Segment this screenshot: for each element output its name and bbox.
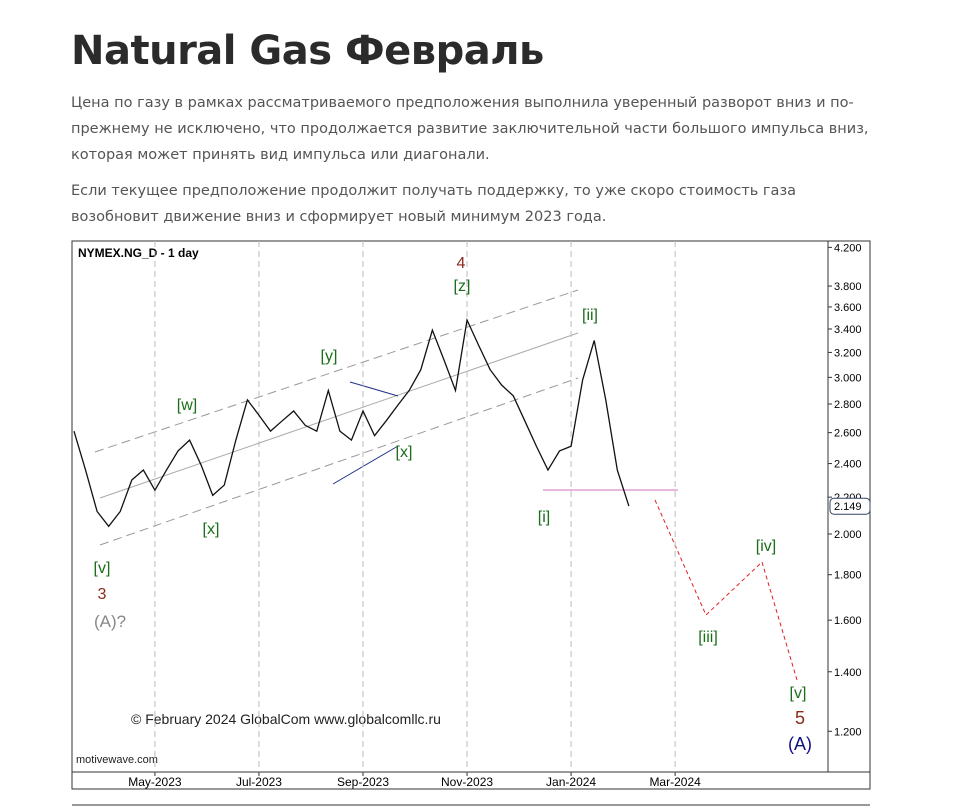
x-tick-label: Sep-2023	[337, 775, 389, 789]
wave-label: [i]	[538, 509, 550, 526]
x-tick-label: Mar-2024	[649, 775, 701, 789]
wave-label: (A)	[788, 734, 812, 754]
y-tick-label: 3.600	[834, 302, 862, 314]
wave-label: [v]	[790, 685, 807, 702]
chart-title: NYMEX.NG_D - 1 day	[78, 246, 199, 260]
wave-label: [y]	[321, 348, 338, 365]
copyright: © February 2024 GlobalCom www.globalcoml…	[131, 711, 441, 727]
wave-label: [z]	[454, 278, 471, 295]
x-tick-label: Jan-2024	[546, 775, 596, 789]
wave-label: [w]	[177, 397, 197, 414]
wave-label: [ii]	[582, 307, 598, 324]
y-tick-label: 4.200	[834, 242, 862, 254]
last-price-label: 2.149	[834, 501, 862, 513]
y-tick-label: 1.200	[834, 726, 862, 738]
y-tick-label: 2.800	[834, 399, 862, 411]
wave-label: [v]	[94, 560, 111, 577]
y-tick-label: 2.400	[834, 459, 862, 471]
x-tick-label: Nov-2023	[441, 775, 493, 789]
y-tick-label: 2.600	[834, 428, 862, 440]
channel	[94, 289, 798, 681]
y-tick-label: 3.000	[834, 372, 862, 384]
wave-label: [x]	[396, 444, 413, 461]
y-tick-label: 3.400	[834, 324, 862, 336]
y-tick-label: 3.800	[834, 281, 862, 293]
wave-label: 3	[98, 586, 107, 603]
wave-label: [iv]	[756, 538, 776, 555]
y-tick-label: 1.800	[834, 570, 862, 582]
source: motivewave.com	[76, 754, 158, 766]
y-tick-label: 2.000	[834, 529, 862, 541]
wave-label: 5	[795, 708, 805, 728]
wave-label: 4	[457, 255, 466, 272]
wave-label: [iii]	[698, 629, 718, 646]
last-price-box	[829, 497, 871, 515]
paragraph: Цена по газу в рамках рассматриваемого п…	[71, 95, 869, 163]
x-tick-label: Jul-2023	[236, 775, 282, 789]
y-tick-label: 3.200	[834, 347, 862, 359]
price-line	[73, 317, 630, 528]
x-tick-label: May-2023	[128, 775, 182, 789]
y-tick-label: 1.400	[834, 667, 862, 679]
paragraph: Если текущее предположение продолжит пол…	[71, 183, 797, 225]
chart-frame	[71, 240, 871, 790]
title: Natural Gas Февраль	[71, 28, 544, 74]
wave-label: [x]	[203, 521, 220, 538]
wave-label: (A)?	[94, 612, 126, 631]
y-tick-label: 1.600	[834, 615, 862, 627]
